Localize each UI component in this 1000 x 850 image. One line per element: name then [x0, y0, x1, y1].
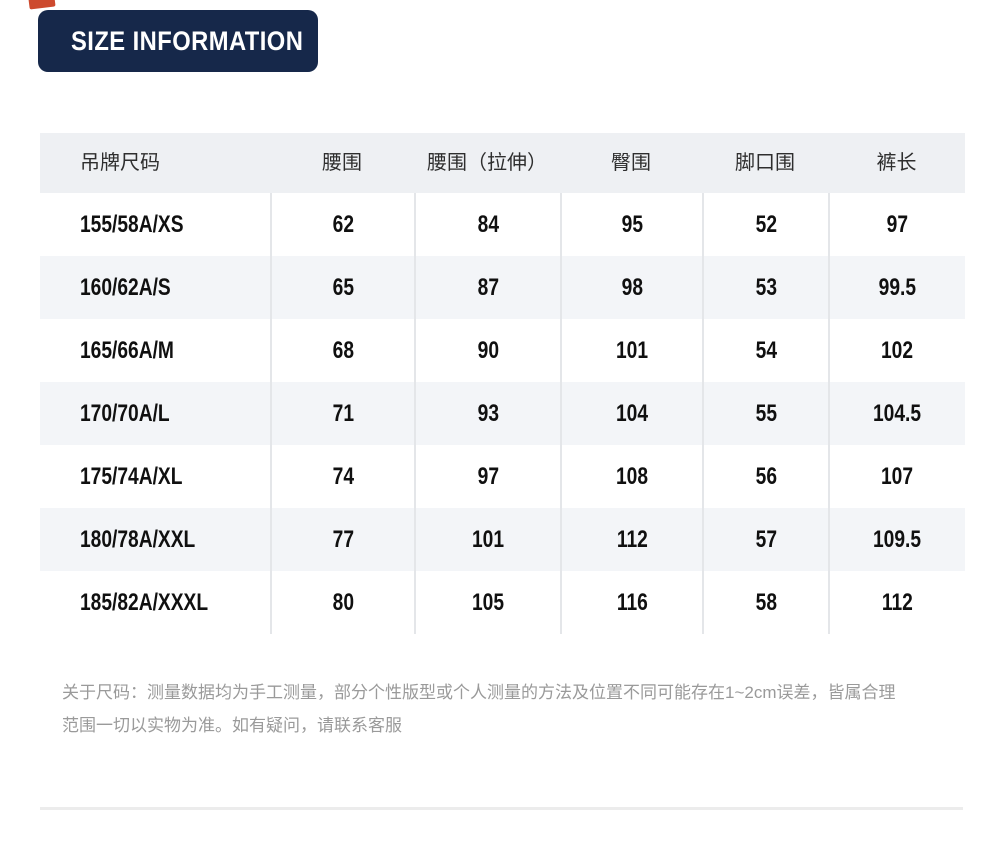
value-cell: 52	[702, 193, 828, 256]
value-cell: 62	[270, 193, 414, 256]
value-cell: 112	[828, 571, 965, 634]
value-cell: 53	[702, 256, 828, 319]
value-cell: 101	[560, 319, 702, 382]
value-cell: 109.5	[828, 508, 965, 571]
size-note-line-2: 范围一切以实物为准。如有疑问，请联系客服	[62, 716, 402, 735]
value-cell: 71	[270, 382, 414, 445]
value-cell: 102	[828, 319, 965, 382]
value-cell: 54	[702, 319, 828, 382]
value-cell: 108	[560, 445, 702, 508]
value-cell: 74	[270, 445, 414, 508]
value-cell: 65	[270, 256, 414, 319]
value-cell: 93	[414, 382, 560, 445]
column-header: 裤长	[828, 133, 965, 193]
value-cell: 90	[414, 319, 560, 382]
value-cell: 55	[702, 382, 828, 445]
value-cell: 105	[414, 571, 560, 634]
section-title: SIZE INFORMATION	[71, 25, 304, 56]
value-cell: 107	[828, 445, 965, 508]
value-cell: 97	[828, 193, 965, 256]
value-cell: 84	[414, 193, 560, 256]
size-cell: 160/62A/S	[40, 256, 270, 319]
size-cell: 155/58A/XS	[40, 193, 270, 256]
size-table: 吊牌尺码 腰围 腰围（拉伸） 臀围 脚口围 裤长 155/58A/XS 62 84 95 52 97 1…	[40, 133, 965, 634]
section-title-banner: SIZE INFORMATION	[38, 10, 318, 72]
column-header: 吊牌尺码	[40, 133, 270, 193]
size-cell: 175/74A/XL	[40, 445, 270, 508]
column-header: 脚口围	[702, 133, 828, 193]
value-cell: 68	[270, 319, 414, 382]
value-cell: 116	[560, 571, 702, 634]
value-cell: 95	[560, 193, 702, 256]
size-cell: 165/66A/M	[40, 319, 270, 382]
column-header: 腰围	[270, 133, 414, 193]
value-cell: 98	[560, 256, 702, 319]
red-corner-accent	[28, 0, 56, 10]
value-cell: 57	[702, 508, 828, 571]
value-cell: 104	[560, 382, 702, 445]
size-note: 关于尺码：测量数据均为手工测量，部分个性版型或个人测量的方法及位置不同可能存在1…	[62, 676, 962, 742]
value-cell: 99.5	[828, 256, 965, 319]
size-note-line-1: 关于尺码：测量数据均为手工测量，部分个性版型或个人测量的方法及位置不同可能存在1…	[62, 683, 896, 702]
value-cell: 101	[414, 508, 560, 571]
value-cell: 56	[702, 445, 828, 508]
column-header: 腰围（拉伸）	[414, 133, 560, 193]
value-cell: 58	[702, 571, 828, 634]
value-cell: 87	[414, 256, 560, 319]
size-cell: 185/82A/XXXL	[40, 571, 270, 634]
value-cell: 104.5	[828, 382, 965, 445]
value-cell: 80	[270, 571, 414, 634]
value-cell: 112	[560, 508, 702, 571]
size-cell: 170/70A/L	[40, 382, 270, 445]
value-cell: 97	[414, 445, 560, 508]
column-header: 臀围	[560, 133, 702, 193]
size-cell: 180/78A/XXL	[40, 508, 270, 571]
value-cell: 77	[270, 508, 414, 571]
bottom-divider	[40, 807, 963, 810]
